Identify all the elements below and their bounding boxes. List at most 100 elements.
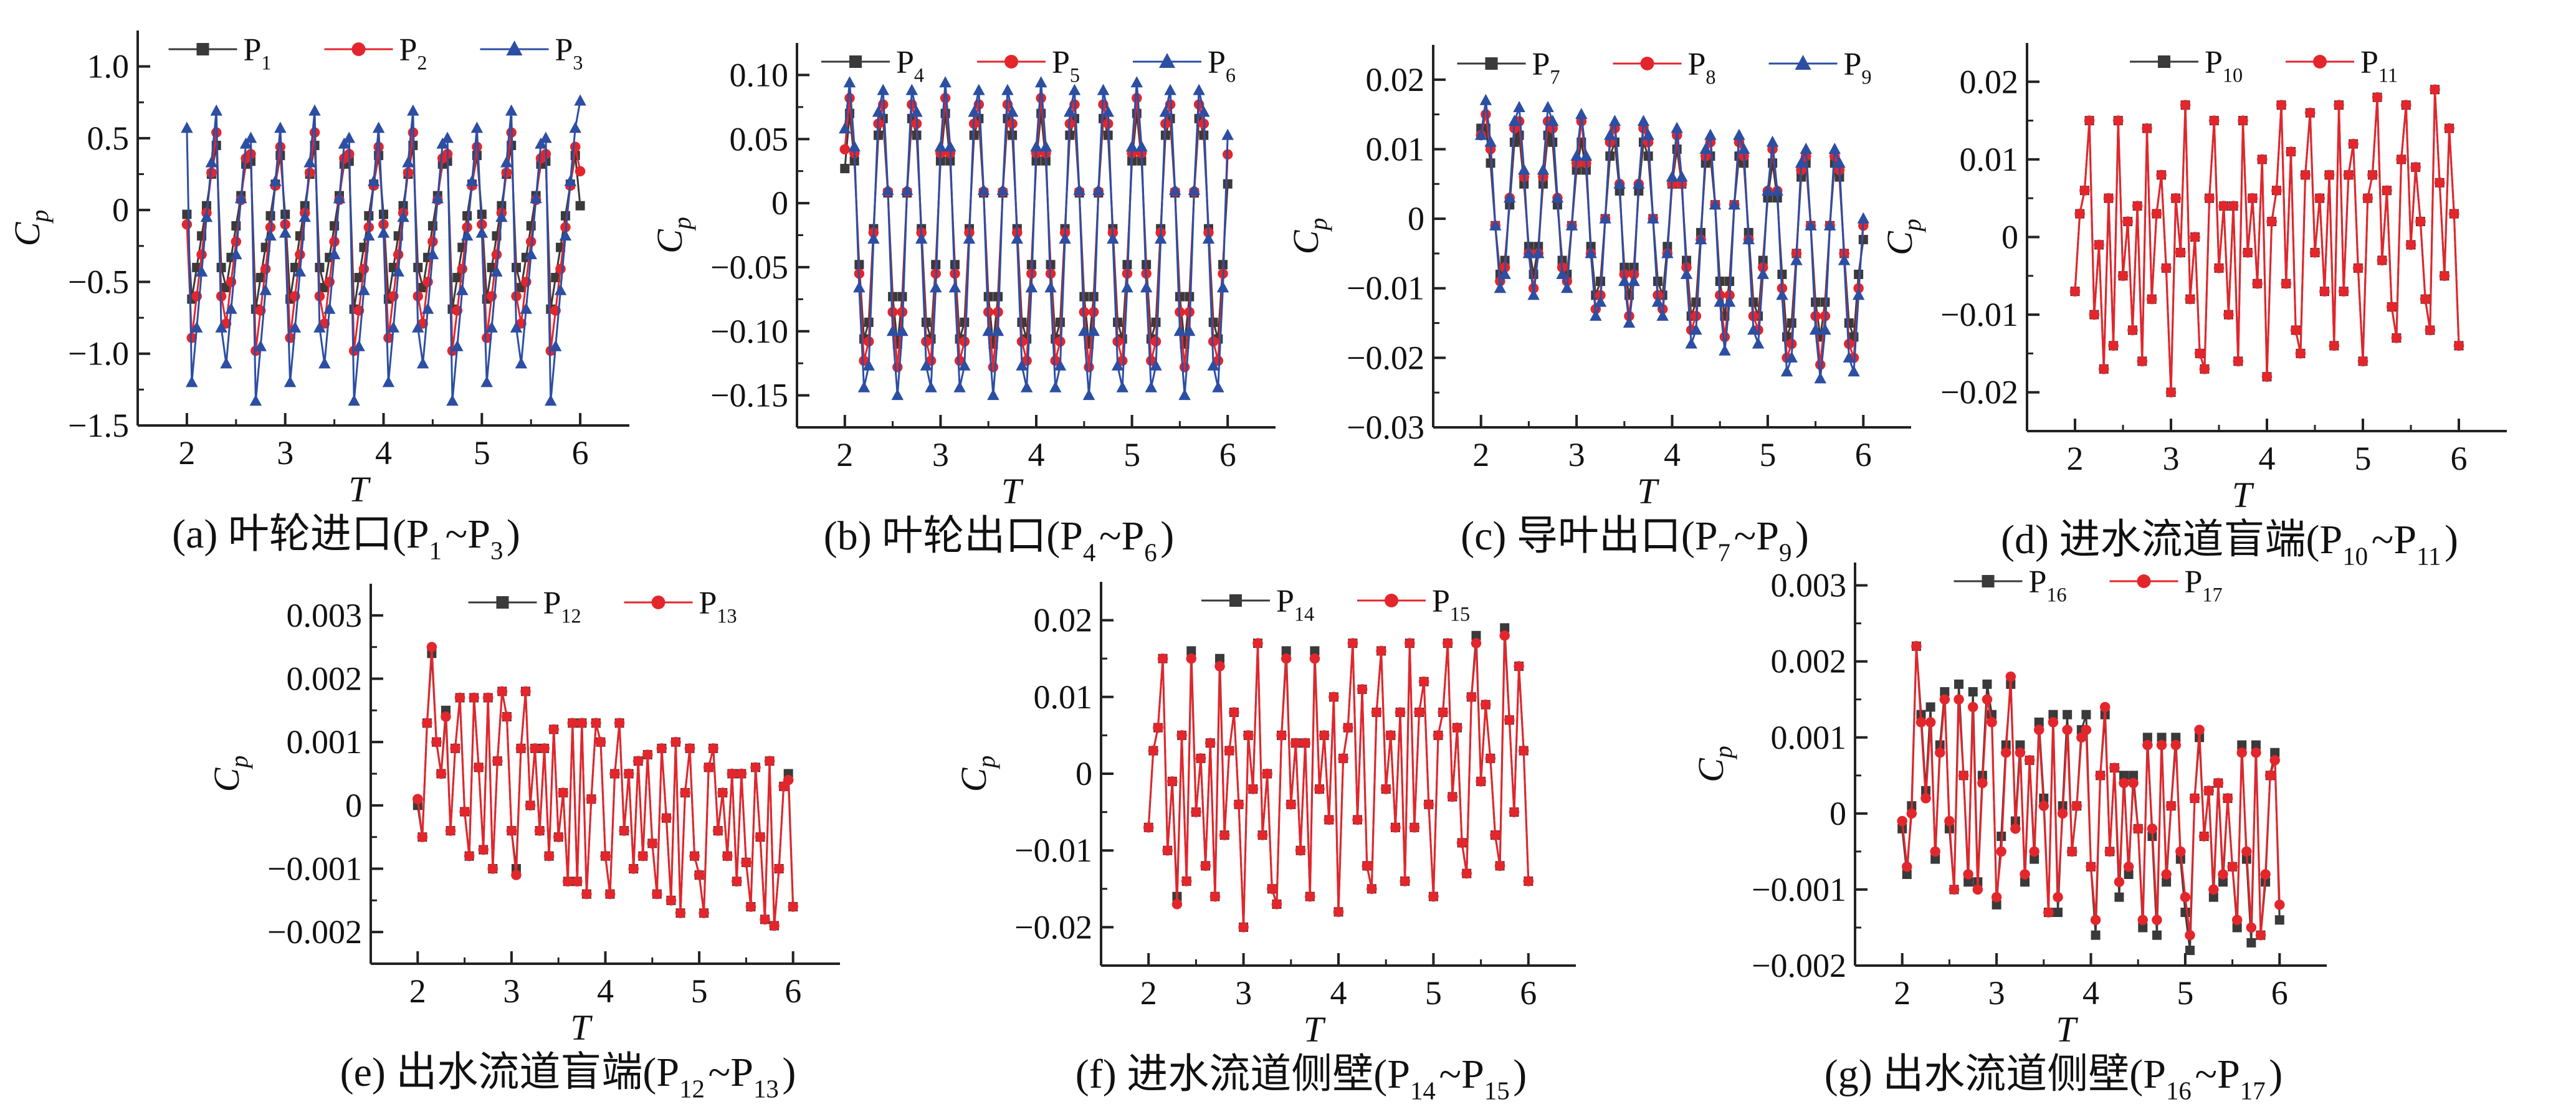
data-point-P17 [1906,808,1917,819]
data-point-P15 [1514,661,1524,672]
data-point-P13 [783,774,794,786]
data-point-P9 [1771,184,1783,196]
x-axis-title: T [2056,1009,2078,1050]
legend: P16 P17 [1953,564,2223,606]
data-point-P3 [485,321,498,333]
data-point-P9 [1637,115,1650,126]
data-point-P16 [2053,908,2063,918]
x-tick-label: 5 [691,972,708,1010]
data-point-P5 [1050,355,1061,366]
x-tick-label: 6 [785,972,801,1010]
data-point-P3 [293,265,307,277]
data-point-P17 [2114,877,2125,887]
data-point-P6 [877,83,889,95]
data-point-P9 [1647,212,1659,224]
data-point-P17 [2189,793,2200,804]
data-point-P3 [239,137,252,149]
data-point-P17 [2246,922,2257,933]
data-point-P3 [367,174,380,186]
data-point-P17 [2071,801,2082,811]
data-point-P13 [722,850,733,862]
data-point-P5 [839,144,851,154]
data-point-P6 [939,76,952,88]
data-point-P6 [1107,232,1119,244]
x-tick-label: 3 [277,434,293,472]
y-tick-label: 0 [2001,219,2018,256]
data-point-P2 [260,264,271,274]
data-point-P11 [2146,293,2157,305]
data-point-P17 [2152,915,2162,926]
data-point-P11 [2362,192,2373,204]
data-point-P11 [2338,286,2349,297]
data-point-P11 [2396,154,2407,165]
x-tick-label: 5 [1425,974,1442,1012]
x-tick-label: 4 [597,972,614,1010]
legend-marker [1159,53,1175,68]
data-point-P3 [441,131,454,143]
data-point-P16 [2162,877,2172,887]
legend-item-P11: P11 [2286,45,2398,87]
data-point-P9 [1556,267,1568,279]
data-point-P11 [2122,216,2133,227]
data-point-P15 [1499,630,1510,641]
data-point-P6 [1102,105,1114,117]
data-point-P17 [2227,862,2238,872]
data-point-P6 [953,381,966,392]
data-point-P15 [1276,730,1287,741]
legend: P14 P15 [1201,584,1473,625]
legend-item-P12: P12 [468,586,581,627]
data-point-P3 [520,302,533,314]
data-point-P15 [1433,730,1444,741]
data-point-P17 [2038,801,2049,811]
data-point-P3 [456,283,469,295]
data-point-P17 [2208,884,2219,895]
data-point-P17 [2015,747,2026,758]
data-point-P11 [2252,278,2263,289]
data-point-P13 [694,870,705,880]
data-point-P15 [1324,814,1335,825]
x-tick-label: 5 [474,434,490,472]
y-tick-label: −0.15 [710,377,788,414]
legend-label: P15 [1432,584,1473,625]
legend-item-P1: P1 [168,32,272,74]
data-point-P11 [2185,293,2196,305]
data-point-P9 [1633,177,1645,189]
data-point-P11 [2199,364,2210,374]
data-point-P17 [2104,846,2116,857]
data-point-P11 [2290,325,2301,336]
data-point-P13 [708,743,718,754]
y-tick-label: 0.01 [1366,130,1425,168]
data-point-P9 [1499,267,1511,279]
data-point-P11 [2213,263,2225,273]
data-point-P17 [2053,891,2063,903]
data-point-P13 [614,718,625,728]
data-point-P16 [2208,892,2218,902]
data-point-P13 [572,876,583,887]
data-point-P3 [195,265,208,277]
data-point-P16 [1925,702,1935,712]
data-point-P13 [534,825,545,836]
data-point-P15 [1480,699,1491,710]
data-point-P15 [1428,891,1439,902]
data-point-P3 [500,156,513,168]
data-point-P3 [465,174,479,186]
data-point-P9 [1547,115,1559,126]
data-point-P17 [1935,747,1945,758]
data-point-P9 [1508,115,1521,126]
y-tick-label: −1.5 [68,407,129,444]
data-point-P1 [364,211,374,221]
data-point-P17 [2236,747,2247,758]
series-line-P15 [1147,635,1530,928]
data-point-P11 [2161,263,2172,273]
data-point-P15 [1195,753,1206,764]
data-point-P15 [1153,722,1163,733]
data-point-P13 [712,825,723,836]
data-point-P17 [2005,671,2016,682]
data-point-P6 [1121,281,1133,293]
data-point-P11 [2117,270,2129,282]
data-point-P11 [2194,348,2205,359]
y-tick-label: −0.002 [267,913,362,951]
y-axis-title: Cp [953,756,1000,792]
data-point-P17 [1963,869,1973,880]
